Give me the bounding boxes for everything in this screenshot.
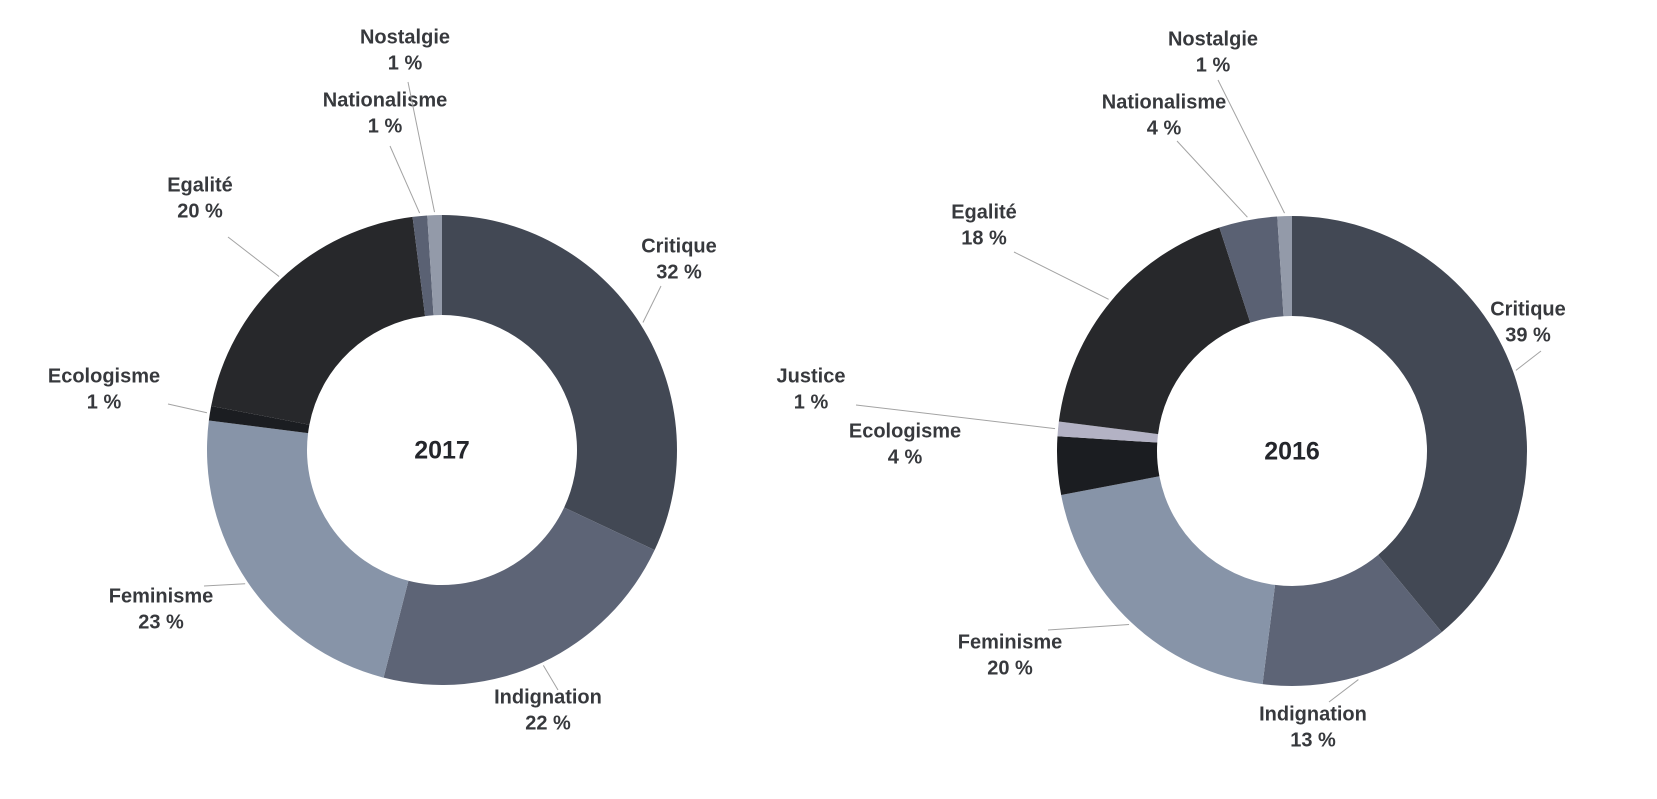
- slice-label-nostalgie: Nostalgie: [1168, 28, 1258, 50]
- slice-value-critique: 39 %: [1505, 324, 1551, 346]
- pie-slice-indignation: [383, 507, 655, 685]
- slice-label-feminisme: Feminisme: [958, 631, 1062, 653]
- slice-value-feminisme: 23 %: [138, 611, 184, 633]
- pie-slice-critique: [442, 215, 677, 551]
- leader-line-nostalgie: [407, 81, 436, 213]
- slice-value-indignation: 22 %: [525, 712, 571, 734]
- pie-slice-nostalgie: [1277, 216, 1292, 317]
- donut-chart-2016: Critique 39 % Indignation 13 % Feminisme 20 %…: [777, 28, 1566, 751]
- center-year-label-2016: 2016: [1264, 438, 1320, 466]
- slice-value-indignation: 13 %: [1290, 729, 1336, 751]
- slice-label-egalite: Egalité: [167, 174, 233, 196]
- pie-slice-nationalisme: [1219, 216, 1284, 323]
- slice-value-nationalisme: 4 %: [1147, 117, 1182, 139]
- pie-slice-justice: [1057, 421, 1159, 443]
- pie-slice-nationalisme: [412, 215, 434, 317]
- leader-line-critique: [1515, 350, 1542, 371]
- leader-line-justice: [855, 404, 1056, 430]
- slice-value-ecologisme: 4 %: [888, 446, 923, 468]
- leader-line-nostalgie: [1217, 79, 1285, 214]
- slice-label-justice: Justice: [777, 365, 846, 387]
- slice-value-ecologisme: 1 %: [87, 391, 122, 413]
- leader-line-feminisme: [1047, 623, 1130, 631]
- pie-slice-egalite: [211, 216, 426, 425]
- leader-line-egalite: [227, 236, 280, 277]
- slice-label-indignation: Indignation: [494, 686, 602, 708]
- slice-label-critique: Critique: [1490, 298, 1566, 320]
- pie-slice-ecologisme: [1057, 436, 1160, 496]
- slice-value-nostalgie: 1 %: [388, 52, 423, 74]
- slice-value-nationalisme: 1 %: [368, 115, 403, 137]
- slice-label-nationalisme: Nationalisme: [323, 89, 447, 111]
- leader-line-egalite: [1013, 251, 1109, 300]
- leader-line-indignation: [1328, 679, 1359, 703]
- leader-line-nationalisme: [1176, 140, 1248, 218]
- pie-slice-ecologisme: [208, 405, 310, 434]
- slice-label-indignation: Indignation: [1259, 703, 1367, 725]
- pie-slice-indignation: [1262, 555, 1442, 686]
- slice-label-critique: Critique: [641, 235, 717, 257]
- slice-value-justice: 1 %: [794, 391, 829, 413]
- leader-line-critique: [642, 285, 662, 323]
- slice-value-critique: 32 %: [656, 261, 702, 283]
- pie-slice-egalite: [1058, 227, 1251, 435]
- slice-value-egalite: 18 %: [961, 227, 1007, 249]
- slice-label-nostalgie: Nostalgie: [360, 26, 450, 48]
- pie-slice-nostalgie: [427, 215, 442, 316]
- slice-label-ecologisme: Ecologisme: [849, 420, 961, 442]
- slice-value-nostalgie: 1 %: [1196, 54, 1231, 76]
- donut-chart-2017: Critique 32 % Indignation 22 % Feminisme 23 %…: [48, 26, 717, 734]
- leader-line-nationalisme: [389, 145, 421, 214]
- pie-slice-critique: [1292, 216, 1528, 633]
- center-year-label-2017: 2017: [414, 437, 470, 465]
- slice-label-nationalisme: Nationalisme: [1102, 91, 1226, 113]
- leader-line-indignation: [542, 665, 559, 691]
- pie-slice-feminisme: [1061, 476, 1276, 685]
- slice-label-feminisme: Feminisme: [109, 585, 213, 607]
- pie-slice-feminisme: [206, 420, 409, 678]
- leader-line-feminisme: [203, 583, 246, 587]
- slice-value-feminisme: 20 %: [987, 657, 1033, 679]
- leader-line-ecologisme: [167, 403, 208, 414]
- slice-label-egalite: Egalité: [951, 201, 1017, 223]
- slice-value-egalite: 20 %: [177, 200, 223, 222]
- slice-label-ecologisme: Ecologisme: [48, 365, 160, 387]
